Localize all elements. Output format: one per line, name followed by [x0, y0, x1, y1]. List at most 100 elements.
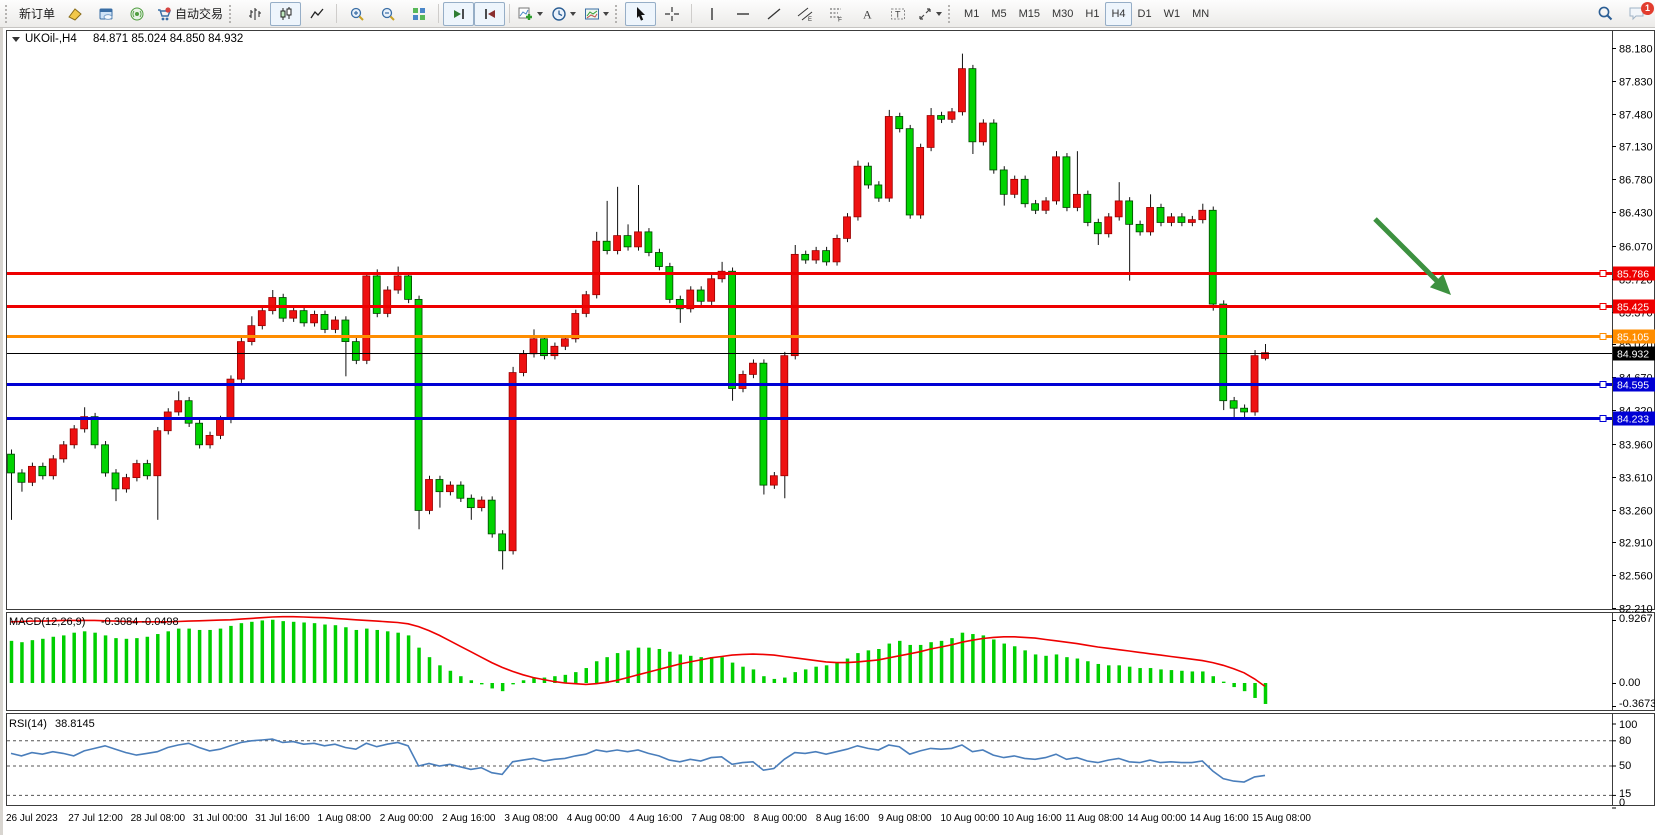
- svg-text:F: F: [838, 16, 842, 22]
- toolbar-drag-handle[interactable]: [229, 4, 235, 23]
- svg-text:84.233: 84.233: [1617, 414, 1649, 426]
- cursor-button[interactable]: [625, 1, 657, 26]
- bear-candle: [1208, 209, 1217, 305]
- bull-candle: [383, 289, 392, 314]
- trendline-tool-button[interactable]: [758, 2, 789, 26]
- timeframe-h1-button[interactable]: H1: [1085, 7, 1100, 20]
- bull-candle: [425, 479, 433, 511]
- collapse-icon[interactable]: [12, 37, 20, 42]
- bear-candle: [351, 341, 360, 361]
- bull-candle: [1010, 178, 1019, 195]
- bull-candle: [257, 310, 266, 327]
- auto-scroll-button[interactable]: [443, 1, 475, 26]
- svg-text:84.932: 84.932: [1617, 349, 1649, 361]
- toolbar-drag-handle[interactable]: [948, 4, 954, 23]
- timeframe-m1-button[interactable]: M1: [964, 7, 980, 20]
- indicators-button[interactable]: [514, 2, 547, 26]
- fibonacci-tool-button[interactable]: F: [820, 2, 851, 26]
- tile-windows-button[interactable]: [403, 2, 434, 26]
- toolbar-separator: [438, 4, 440, 23]
- dropdown-caret: [570, 11, 577, 16]
- bear-candle: [404, 275, 413, 300]
- bear-candle: [895, 116, 904, 130]
- bear-candle: [937, 115, 945, 120]
- bull-candle: [780, 355, 789, 477]
- periods-button[interactable]: [547, 2, 580, 26]
- horizontal-line-tool-button[interactable]: [727, 2, 758, 26]
- svg-text:87.830: 87.830: [1619, 77, 1653, 89]
- svg-text:85.105: 85.105: [1617, 332, 1649, 344]
- time-axis-label: 2 Aug 16:00: [442, 813, 496, 824]
- equidistant-channel-icon: E: [797, 7, 812, 22]
- templates-button[interactable]: [580, 2, 613, 26]
- hline-handle[interactable]: [1599, 381, 1607, 388]
- time-axis-label: 9 Aug 08:00: [878, 813, 932, 824]
- trend-arrow-annotation[interactable]: [1373, 217, 1451, 295]
- profiles-button[interactable]: [90, 2, 121, 26]
- bear-candle: [644, 231, 653, 253]
- chart-shift-button[interactable]: [474, 1, 506, 26]
- search-button[interactable]: [1590, 2, 1621, 26]
- svg-text:0: 0: [1619, 797, 1625, 809]
- bull-candle: [132, 463, 141, 479]
- crosshair-button[interactable]: [656, 2, 687, 26]
- timeframe-m15-button[interactable]: M15: [1018, 7, 1040, 20]
- bull-candle: [477, 499, 486, 509]
- zoom-in-button[interactable]: [341, 2, 372, 26]
- time-axis-label: 3 Aug 08:00: [504, 813, 558, 824]
- toolbar-drag-handle[interactable]: [615, 4, 621, 23]
- notifications-button[interactable]: 1: [1621, 1, 1654, 26]
- new-chart-button[interactable]: [59, 2, 90, 26]
- svg-text:-0.3673: -0.3673: [1619, 698, 1655, 710]
- channel-tool-button[interactable]: E: [789, 2, 820, 26]
- bull-candle: [581, 294, 590, 314]
- hline-handle[interactable]: [1599, 333, 1607, 340]
- arrows-tool-button[interactable]: [913, 2, 946, 26]
- bear-candle: [341, 319, 350, 343]
- bull-candle: [686, 289, 695, 310]
- bull-candle: [163, 411, 172, 432]
- timeframe-m5-button[interactable]: M5: [991, 7, 1007, 20]
- text-tool-button[interactable]: A: [851, 2, 882, 26]
- signals-button[interactable]: [121, 2, 152, 26]
- bear-candle: [696, 289, 705, 302]
- hline-handle[interactable]: [1599, 303, 1607, 310]
- bull-candle: [926, 115, 935, 148]
- timeframe-mn-button[interactable]: MN: [1192, 7, 1210, 20]
- time-axis[interactable]: 26 Jul 2023 27 Jul 12:00 28 Jul 08:00 31 Ju…: [6, 813, 1311, 824]
- bull-candle: [832, 238, 841, 263]
- price-chart[interactable]: 88.180 87.830 87.480 87.130 86.780 86.430 86.0…: [3, 28, 1655, 835]
- bull-candle: [216, 419, 224, 436]
- bear-candle: [540, 338, 548, 357]
- hline-handle[interactable]: [1599, 415, 1607, 422]
- time-axis-label: 15 Aug 08:00: [1252, 813, 1311, 824]
- zoom-out-button[interactable]: [372, 2, 403, 26]
- bull-candle: [1104, 216, 1113, 235]
- bear-candle: [466, 497, 475, 509]
- text-label-tool-button[interactable]: T: [882, 2, 913, 26]
- timeframe-h4-button[interactable]: H4: [1105, 1, 1132, 26]
- bull-candle: [268, 297, 277, 312]
- timeframe-m30-button[interactable]: M30: [1052, 7, 1074, 20]
- new-order-button[interactable]: 新订单: [15, 2, 59, 26]
- hline-handle[interactable]: [1599, 270, 1607, 277]
- timeframe-w1-button[interactable]: W1: [1163, 7, 1181, 20]
- svg-text:0.9267: 0.9267: [1619, 613, 1653, 625]
- svg-text:UKOil-,H4: UKOil-,H4: [25, 33, 77, 45]
- bull-candle: [362, 275, 371, 361]
- time-axis-label: 1 Aug 08:00: [318, 813, 372, 824]
- horizontal-line-objects[interactable]: 85.786 85.425 85.105 84.932 84.595 84.233: [7, 266, 1655, 426]
- bull-candle: [916, 147, 925, 216]
- bear-candle: [999, 169, 1008, 195]
- auto-trading-button[interactable]: 自动交易: [152, 2, 227, 26]
- svg-text:87.480: 87.480: [1619, 110, 1653, 122]
- toolbar-drag-handle[interactable]: [5, 4, 11, 23]
- line-chart-button[interactable]: [301, 2, 332, 26]
- time-axis-label: 8 Aug 00:00: [754, 813, 808, 824]
- bar-chart-button[interactable]: [239, 2, 270, 26]
- bear-candle: [1031, 203, 1039, 211]
- timeframe-d1-button[interactable]: D1: [1137, 7, 1152, 20]
- vertical-line-tool-button[interactable]: [696, 2, 727, 26]
- crosshair-icon: [664, 6, 679, 21]
- candlestick-chart-button[interactable]: [270, 1, 302, 26]
